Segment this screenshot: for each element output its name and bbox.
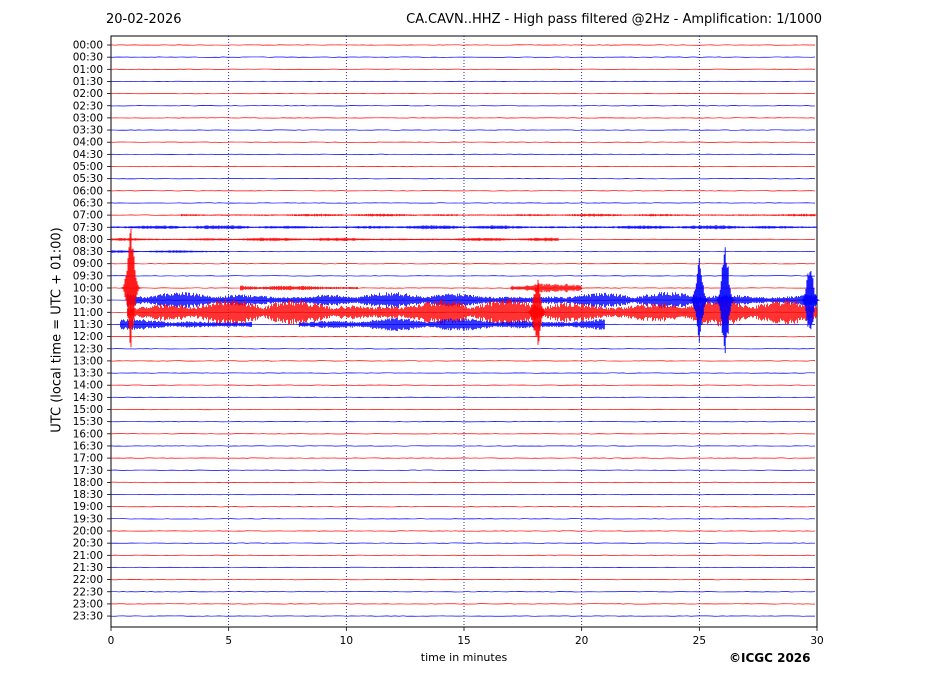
y-tick-label-1630: 16:30 [73, 440, 103, 452]
trace-0000 [110, 44, 816, 46]
event-1030-3 [799, 271, 821, 330]
copyright-label: ©ICGC 2026 [729, 651, 811, 665]
x-tick-label-5: 5 [225, 635, 232, 647]
y-tick-label-0330: 03:30 [73, 125, 103, 137]
y-tick-label-0800: 08:00 [73, 234, 103, 246]
activity-1100-7 [127, 298, 817, 327]
trace-1200 [110, 335, 815, 338]
trace-1330 [110, 372, 816, 374]
y-tick-label-0000: 00:00 [73, 40, 103, 52]
trace-2330 [110, 615, 816, 617]
plot-frame [110, 35, 818, 628]
trace-0930 [110, 275, 816, 277]
activity-1030-6 [127, 292, 817, 309]
y-tick-label-0030: 00:30 [73, 52, 103, 64]
y-tick-label-1100: 11:00 [73, 307, 103, 319]
trace-1500 [110, 408, 816, 411]
y-tick-label-1230: 12:30 [73, 343, 103, 355]
y-tick-label-0400: 04:00 [73, 137, 103, 149]
y-tick-label-2000: 20:00 [73, 526, 103, 538]
y-tick-label-1800: 18:00 [73, 477, 103, 489]
trace-0430 [110, 153, 816, 155]
y-tick-label-1730: 17:30 [73, 465, 103, 477]
y-tick-label-1900: 19:00 [73, 501, 103, 513]
y-tick-label-2300: 23:00 [73, 598, 103, 610]
trace-2100 [110, 554, 816, 556]
trace-2130 [110, 566, 816, 569]
event-1000-0 [120, 228, 142, 348]
y-tick-label-2230: 22:30 [73, 586, 103, 598]
y-tick-label-1700: 17:00 [73, 453, 103, 465]
y-tick-label-0700: 07:00 [73, 210, 103, 222]
trace-0900 [110, 263, 816, 265]
y-tick-label-1830: 18:30 [73, 489, 103, 501]
y-tick-label-0930: 09:30 [73, 270, 103, 282]
trace-0130 [110, 80, 816, 83]
y-tick-label-0100: 01:00 [73, 64, 103, 76]
x-tick-label-30: 30 [810, 635, 823, 647]
y-tick-label-0600: 06:00 [73, 185, 103, 197]
activity-1000-5 [510, 283, 582, 293]
event-1100-4 [526, 279, 548, 345]
y-tick-label-0230: 02:30 [73, 100, 103, 112]
y-tick-label-1930: 19:30 [73, 513, 103, 525]
y-tick-label-0530: 05:30 [73, 173, 103, 185]
y-tick-label-1530: 15:30 [73, 416, 103, 428]
activity-0700-0 [181, 213, 817, 217]
trace-0300 [110, 117, 816, 119]
trace-2030 [110, 542, 816, 544]
trace-2200 [110, 578, 816, 581]
y-tick-label-0730: 07:30 [73, 222, 103, 234]
trace-1830 [110, 493, 816, 496]
y-tick-label-0200: 02:00 [73, 88, 103, 100]
y-tick-label-1330: 13:30 [73, 368, 103, 380]
y-tick-label-0900: 09:00 [73, 258, 103, 270]
y-tick-label-2100: 21:00 [73, 550, 103, 562]
event-1030-2 [714, 247, 736, 354]
trace-1230 [110, 348, 816, 350]
y-tick-label-1300: 13:00 [73, 355, 103, 367]
y-tick-label-0300: 03:00 [73, 112, 103, 124]
trace-2300 [110, 603, 816, 605]
event-1030-1 [688, 258, 710, 342]
y-axis-label: UTC (local time = UTC + 01:00) [49, 227, 65, 433]
x-tick-label-10: 10 [340, 635, 353, 647]
trace-0100 [110, 68, 816, 70]
y-tick-label-0130: 01:30 [73, 76, 103, 88]
x-tick-label-20: 20 [575, 635, 588, 647]
trace-0630 [110, 202, 816, 204]
x-tick-label-25: 25 [693, 635, 706, 647]
trace-1900 [110, 506, 816, 508]
trace-1630 [110, 445, 816, 447]
y-tick-label-2200: 22:00 [73, 574, 103, 586]
activity-1000-4 [240, 285, 358, 291]
y-tick-label-2330: 23:30 [73, 611, 103, 623]
y-tick-label-1200: 12:00 [73, 331, 103, 343]
y-tick-label-1400: 14:00 [73, 380, 103, 392]
y-tick-label-2030: 20:30 [73, 538, 103, 550]
y-tick-label-1500: 15:00 [73, 404, 103, 416]
y-tick-label-1600: 16:00 [73, 428, 103, 440]
chart-title: CA.CAVN..HHZ - High pass filtered @2Hz -… [406, 12, 822, 27]
y-tick-label-0830: 08:30 [73, 246, 103, 258]
trace-0030 [110, 56, 816, 58]
trace-2000 [110, 530, 816, 532]
trace-0600 [110, 190, 816, 192]
y-tick-label-1430: 14:30 [73, 392, 103, 404]
x-axis-label: time in minutes [420, 651, 508, 664]
y-tick-label-0430: 04:30 [73, 149, 103, 161]
date-label: 20-02-2026 [106, 12, 182, 27]
y-tick-label-1030: 10:30 [73, 295, 103, 307]
trace-0330 [110, 129, 816, 131]
y-tick-label-1130: 11:30 [73, 319, 103, 331]
y-tick-label-0500: 05:00 [73, 161, 103, 173]
y-tick-label-0630: 06:30 [73, 197, 103, 209]
y-tick-label-2130: 21:30 [73, 562, 103, 574]
y-tick-label-1000: 10:00 [73, 283, 103, 295]
activity-1130-8 [120, 319, 252, 330]
x-tick-label-15: 15 [457, 635, 470, 647]
x-tick-label-0: 0 [108, 635, 115, 647]
